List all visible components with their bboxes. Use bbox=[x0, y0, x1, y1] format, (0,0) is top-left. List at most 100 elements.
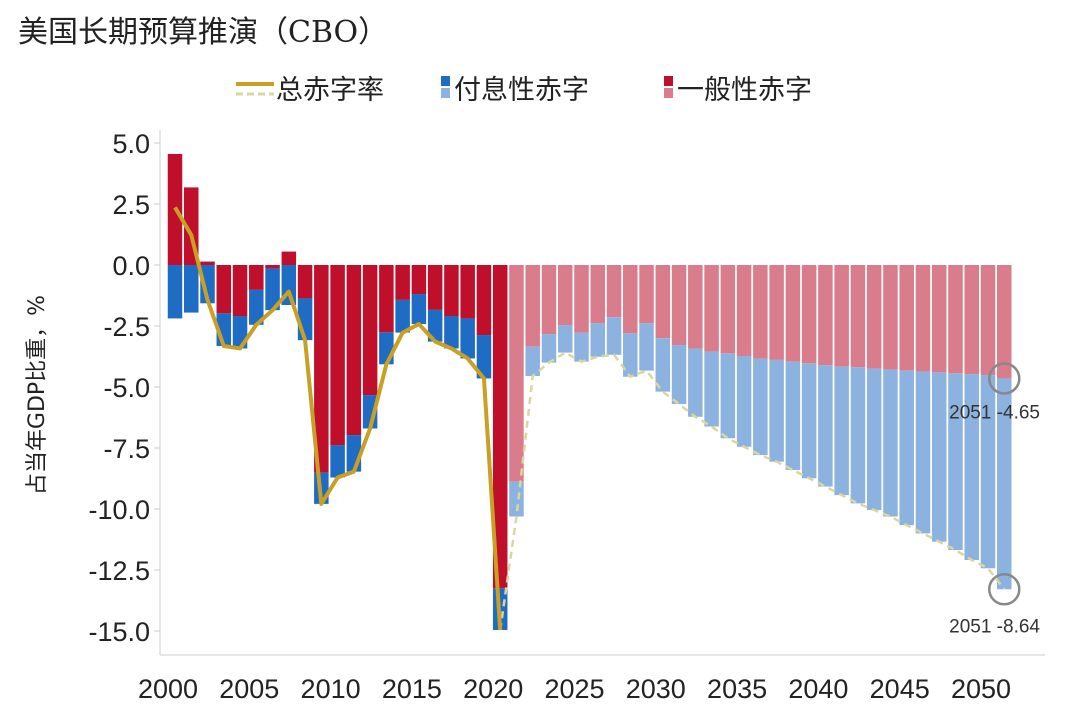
bar-general-2004 bbox=[232, 265, 248, 316]
legend-label-interest: 付息性赤字 bbox=[454, 75, 589, 106]
x-tick-label: 2045 bbox=[870, 674, 930, 704]
bar-interest-2019 bbox=[476, 335, 492, 379]
legend-item-total: 总赤字率 bbox=[236, 75, 384, 106]
bar-general-2024 bbox=[557, 265, 573, 326]
legend: 总赤字率 付息性赤字 一般性赤字 bbox=[236, 75, 812, 106]
bar-interest-2002 bbox=[200, 265, 215, 304]
annotation-label-general: 2051 -4.65 bbox=[949, 402, 1040, 423]
bar-interest-2043 bbox=[866, 368, 882, 510]
x-tick-label: 2035 bbox=[707, 674, 767, 704]
bar-interest-2038 bbox=[785, 361, 801, 470]
bar-general-2016 bbox=[427, 265, 443, 310]
legend-swatch-general-hist bbox=[664, 76, 673, 86]
bar-interest-2051 bbox=[997, 378, 1012, 590]
bar-interest-2026 bbox=[590, 323, 606, 357]
bar-interest-2049 bbox=[964, 374, 979, 560]
x-tick-label: 2005 bbox=[219, 674, 279, 704]
bar-general-2011 bbox=[346, 265, 362, 436]
bar-interest-2030 bbox=[655, 338, 671, 392]
bar-general-2048 bbox=[948, 265, 963, 374]
bar-general-2033 bbox=[704, 265, 719, 352]
bar-general-2019 bbox=[476, 265, 492, 336]
legend-swatch-general-proj bbox=[664, 88, 673, 98]
bar-interest-2029 bbox=[639, 323, 654, 371]
x-tick-label: 2000 bbox=[138, 674, 198, 704]
x-tick-label: 2030 bbox=[626, 674, 686, 704]
bar-interest-2047 bbox=[931, 372, 947, 542]
x-tick-label: 2040 bbox=[788, 674, 848, 704]
axes: 5.0 2.5 0.0 -2.5 -5.0 -7.5 -10.0 -12.5 -15.0 2000… bbox=[88, 129, 1045, 704]
bar-general-2014 bbox=[395, 265, 410, 300]
bar-interest-2023 bbox=[541, 334, 557, 363]
y-tick-label: 0.0 bbox=[112, 251, 150, 281]
bar-general-2035 bbox=[736, 265, 752, 357]
bar-general-2012 bbox=[362, 265, 378, 396]
bar-general-2043 bbox=[866, 265, 882, 369]
x-tick-label: 2050 bbox=[951, 674, 1011, 704]
bar-interest-2018 bbox=[460, 318, 475, 359]
bar-interest-2034 bbox=[720, 353, 736, 439]
bar-interest-2014 bbox=[395, 299, 410, 333]
chart-title: 美国长期预算推演（CBO） bbox=[18, 15, 388, 50]
bar-interest-2040 bbox=[818, 365, 833, 487]
bar-interest-2050 bbox=[980, 375, 996, 569]
bar-interest-2021 bbox=[509, 481, 524, 517]
bar-interest-2037 bbox=[769, 359, 784, 462]
bar-general-2010 bbox=[330, 265, 345, 446]
bar-interest-2015 bbox=[411, 294, 427, 325]
y-tick-label: -2.5 bbox=[103, 312, 150, 342]
bar-interest-2042 bbox=[850, 367, 866, 504]
legend-item-general: 一般性赤字 bbox=[664, 75, 812, 106]
bar-general-2047 bbox=[931, 265, 947, 373]
bar-general-2031 bbox=[671, 265, 687, 346]
bar-general-2022 bbox=[525, 265, 540, 347]
annotations: 2051 -4.65 2051 -8.64 bbox=[949, 362, 1040, 637]
bar-general-2046 bbox=[915, 265, 931, 372]
bar-general-2028 bbox=[623, 265, 638, 334]
total-line-projection bbox=[498, 351, 1006, 631]
bar-general-2041 bbox=[834, 265, 849, 367]
bar-general-2034 bbox=[720, 265, 736, 354]
y-tick-label: 2.5 bbox=[112, 190, 150, 220]
bar-general-2025 bbox=[574, 265, 589, 333]
bar-general-2002 bbox=[200, 261, 215, 265]
x-tick-label: 2025 bbox=[544, 674, 604, 704]
bar-general-2008 bbox=[297, 265, 313, 299]
bar-general-2029 bbox=[639, 265, 654, 324]
legend-label-general: 一般性赤字 bbox=[677, 75, 812, 106]
x-tick-label: 2020 bbox=[463, 674, 523, 704]
bar-general-2044 bbox=[883, 265, 898, 370]
bar-general-2037 bbox=[769, 265, 784, 360]
y-axis-label: 占当年GDP比重，% bbox=[25, 295, 50, 495]
bar-interest-2016 bbox=[427, 309, 443, 342]
bar-general-2020 bbox=[492, 265, 508, 589]
bar-interest-2045 bbox=[899, 370, 914, 526]
bar-general-2039 bbox=[801, 265, 817, 364]
annotation-circle-total bbox=[988, 573, 1021, 606]
legend-swatch-interest-proj bbox=[441, 88, 450, 98]
bar-interest-2032 bbox=[688, 348, 703, 417]
bar-general-2007 bbox=[281, 251, 297, 265]
bar-general-2005 bbox=[249, 265, 264, 290]
bar-general-2013 bbox=[379, 265, 394, 333]
bar-general-2042 bbox=[850, 265, 866, 368]
y-tick-label: -5.0 bbox=[103, 373, 150, 403]
bar-interest-2000 bbox=[167, 265, 183, 319]
bar-general-2026 bbox=[590, 265, 606, 324]
legend-swatch-interest-hist bbox=[441, 76, 450, 86]
bars bbox=[167, 153, 1012, 631]
bar-interest-2010 bbox=[330, 445, 345, 478]
legend-item-interest: 付息性赤字 bbox=[441, 75, 589, 106]
bar-interest-2024 bbox=[557, 325, 573, 353]
bar-general-2032 bbox=[688, 265, 703, 349]
total-line-historical bbox=[173, 206, 503, 631]
bar-general-2040 bbox=[818, 265, 833, 366]
bar-interest-2048 bbox=[948, 373, 963, 550]
bar-interest-2036 bbox=[753, 358, 768, 456]
annotation-circle-general bbox=[988, 362, 1021, 395]
y-tick-label: -12.5 bbox=[88, 556, 150, 586]
bar-general-2050 bbox=[980, 265, 996, 376]
bar-general-2023 bbox=[541, 265, 557, 335]
bar-interest-2035 bbox=[736, 356, 752, 447]
bar-general-2049 bbox=[964, 265, 979, 375]
